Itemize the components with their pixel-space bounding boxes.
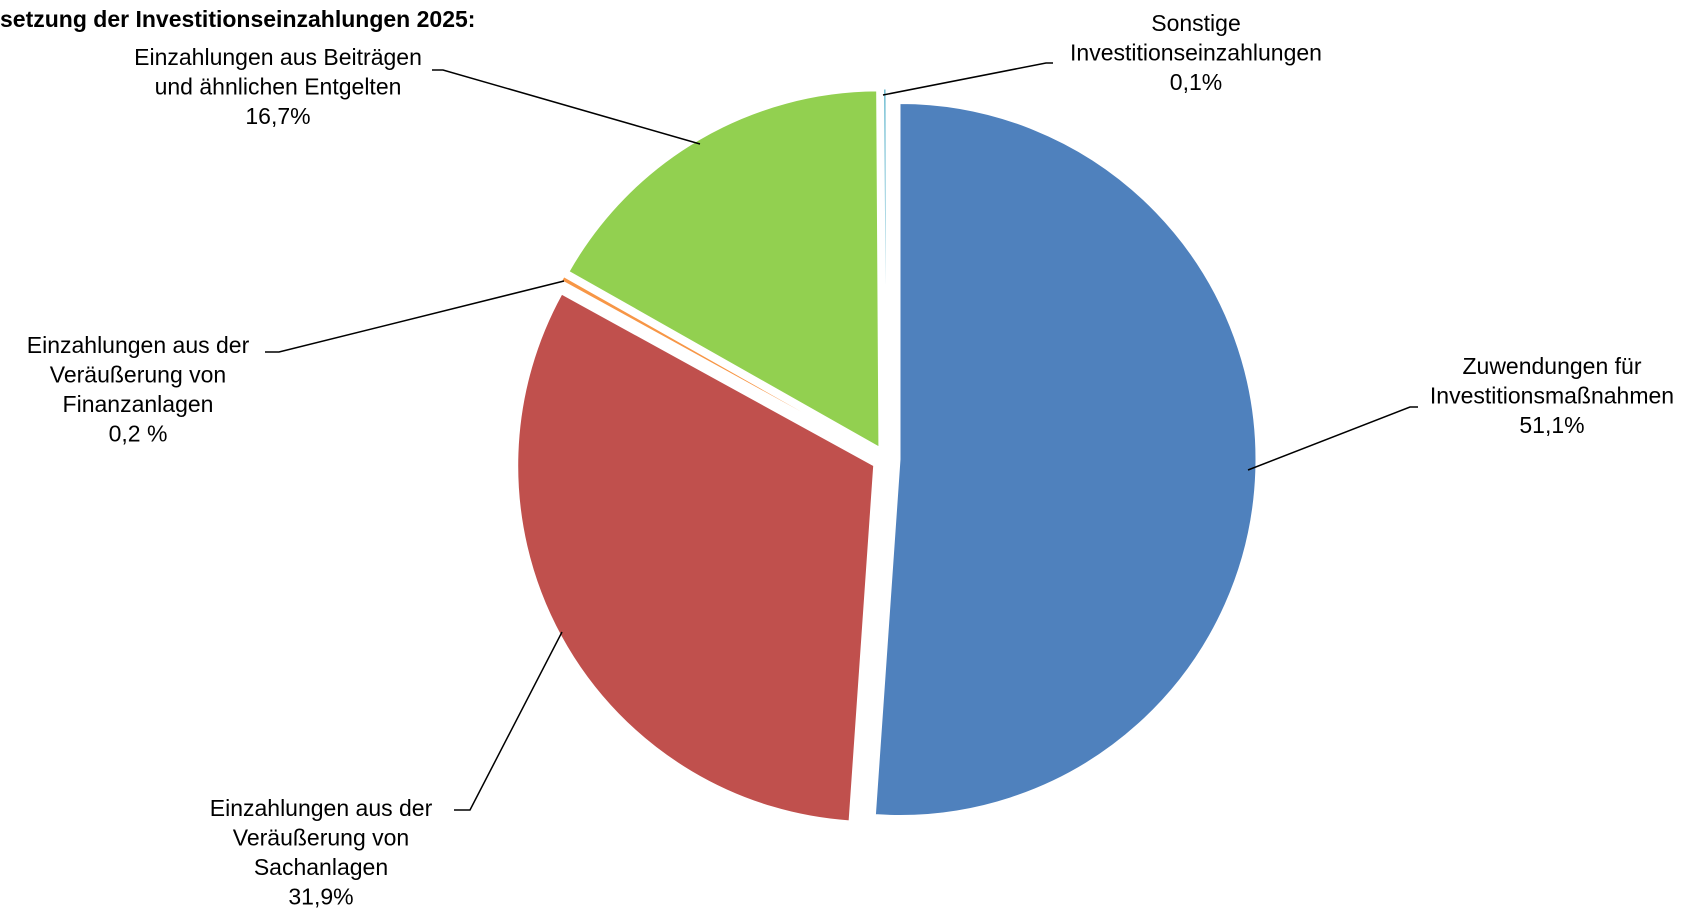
slice-label: Veräußerung von — [50, 362, 226, 388]
value-label: 0,2 % — [109, 421, 168, 447]
value-label: 31,9% — [288, 884, 353, 910]
slice-label: Sachanlagen — [254, 854, 388, 880]
slice-label: Sonstige — [1151, 10, 1241, 36]
value-label: 51,1% — [1519, 412, 1584, 438]
pie-slice — [517, 293, 875, 822]
pie-slice — [568, 90, 880, 448]
slice-label: und ähnlichen Entgelten — [155, 74, 402, 100]
value-label: 0,1% — [1170, 69, 1222, 95]
slice-label: Investitionseinzahlungen — [1070, 40, 1322, 66]
value-label: 16,7% — [245, 103, 310, 129]
leader-line — [432, 69, 701, 145]
pie-slice — [561, 276, 875, 453]
leader-line — [454, 631, 563, 811]
chart-title: setzung der Investitionseinzahlungen 202… — [0, 6, 475, 32]
pie-slice — [874, 102, 1257, 816]
leader-line — [882, 62, 1053, 96]
slice-label: Einzahlungen aus der — [210, 795, 433, 821]
slice-label: Veräußerung von — [233, 825, 409, 851]
slice-label: Zuwendungen für — [1462, 353, 1641, 379]
leader-line — [265, 280, 565, 353]
pie-slice — [883, 88, 887, 446]
slice-label: Finanzanlagen — [63, 391, 214, 417]
slice-label: Investitionsmaßnahmen — [1430, 383, 1674, 409]
slice-label: Einzahlungen aus der — [27, 332, 250, 358]
leader-line — [1247, 406, 1418, 471]
slice-label: Einzahlungen aus Beiträgen — [134, 44, 422, 70]
